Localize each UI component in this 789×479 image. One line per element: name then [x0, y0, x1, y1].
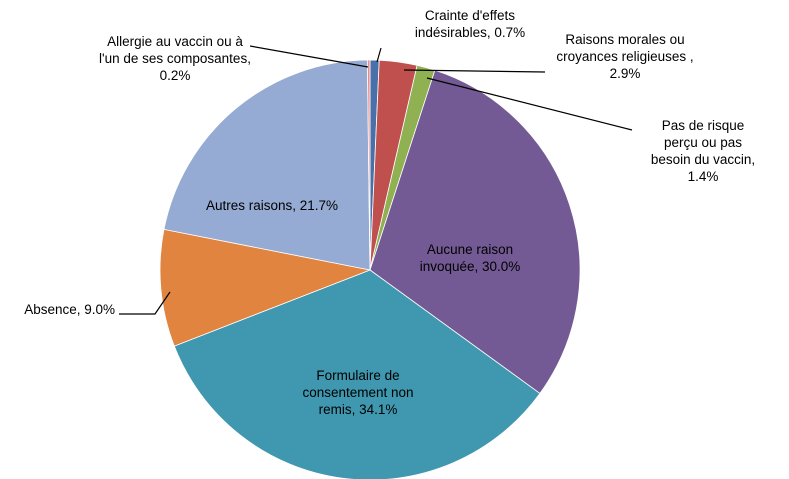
pie-slice	[366, 59, 371, 271]
label-line: 2.9%	[610, 66, 641, 81]
label-line: croyances religieuses ,	[556, 49, 693, 64]
slice-label: Raisons morales ou croyances religieuses …	[556, 32, 693, 81]
leader-line	[376, 47, 382, 63]
slice-label: Allergie au vaccin ou à l'un de ses compo…	[99, 34, 251, 83]
label-line: 1.4%	[688, 169, 719, 184]
label-line: remis, 34.1%	[319, 402, 398, 417]
label-line: Raisons morales ou	[565, 32, 684, 47]
label-line: 0.2%	[160, 68, 191, 83]
label-line: Pas de risque	[662, 118, 745, 133]
leader-line	[403, 69, 546, 73]
label-line: consentement non	[302, 385, 413, 400]
label-line: indésirables, 0.7%	[415, 25, 525, 40]
label-line: Crainte d'effets	[425, 8, 515, 23]
label-line: Absence, 9.0%	[24, 302, 115, 317]
label-line: Aucune raison	[427, 242, 513, 257]
label-line: besoin du vaccin,	[651, 152, 755, 167]
pie	[159, 59, 581, 479]
slice-label: Pas de risque perçu ou pas besoin du vacci…	[651, 118, 755, 184]
pie-slice	[159, 228, 372, 347]
leader-line	[119, 291, 171, 315]
leader-line	[426, 77, 633, 131]
pie-slice	[163, 59, 371, 271]
label-line: invoquée, 30.0%	[420, 259, 521, 274]
label-line: perçu ou pas	[664, 135, 742, 150]
label-line: Formulaire de	[316, 368, 399, 383]
leader-line	[249, 45, 369, 68]
slice-label: Formulaire de consentement non remis, 34.1…	[302, 368, 413, 417]
slice-label: Absence, 9.0%	[24, 302, 115, 317]
label-line: Allergie au vaccin ou à	[107, 34, 243, 49]
label-line: l'un de ses composantes,	[99, 51, 251, 66]
slice-label: Aucune raison invoquée, 30.0%	[420, 242, 521, 274]
label-line: Autres raisons, 21.7%	[206, 198, 338, 213]
slice-label: Autres raisons, 21.7%	[206, 198, 338, 213]
pie-slice	[173, 269, 541, 479]
slice-label: Crainte d'effets indésirables, 0.7%	[415, 8, 525, 40]
labels: Crainte d'effets indésirables, 0.7% Raison…	[24, 8, 755, 417]
